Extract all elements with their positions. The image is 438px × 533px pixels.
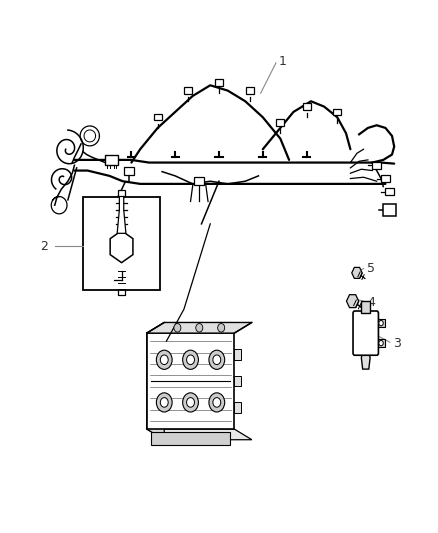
Bar (105, 155, 118, 165)
Circle shape (156, 350, 172, 369)
Polygon shape (147, 429, 252, 440)
Polygon shape (110, 231, 133, 263)
Polygon shape (361, 353, 370, 369)
Circle shape (183, 393, 198, 412)
Circle shape (187, 355, 194, 365)
Circle shape (196, 324, 203, 332)
Bar (124, 166, 134, 174)
Text: 3: 3 (393, 337, 401, 350)
Bar (118, 190, 125, 196)
Bar (333, 109, 341, 115)
Bar (303, 103, 311, 110)
Bar (215, 79, 223, 86)
Bar (194, 177, 204, 185)
Bar (234, 376, 241, 386)
Circle shape (213, 355, 221, 365)
Circle shape (209, 350, 225, 369)
Circle shape (160, 398, 168, 407)
Bar (372, 162, 381, 168)
Circle shape (183, 350, 198, 369)
Bar (234, 402, 241, 413)
Circle shape (174, 324, 181, 332)
Polygon shape (147, 322, 252, 333)
Bar (154, 114, 162, 120)
Text: 2: 2 (40, 240, 48, 253)
Circle shape (160, 355, 168, 365)
Bar (117, 265, 125, 295)
Polygon shape (117, 196, 126, 233)
Bar (383, 204, 396, 216)
Bar (246, 87, 254, 94)
Text: 5: 5 (367, 262, 375, 275)
Bar (361, 302, 370, 313)
Polygon shape (147, 322, 164, 440)
Circle shape (213, 398, 221, 407)
Bar (184, 87, 192, 94)
Bar (276, 119, 284, 126)
Polygon shape (346, 295, 359, 308)
Bar (83, 197, 160, 290)
Circle shape (156, 393, 172, 412)
Polygon shape (352, 268, 362, 278)
Circle shape (379, 341, 383, 346)
Bar (151, 432, 230, 445)
Circle shape (218, 324, 225, 332)
Bar (377, 319, 385, 327)
Bar (234, 349, 241, 360)
Text: 1: 1 (279, 55, 287, 68)
Circle shape (209, 393, 225, 412)
Bar (381, 175, 390, 182)
Circle shape (187, 398, 194, 407)
Bar (385, 188, 394, 195)
Circle shape (379, 320, 383, 326)
Bar (377, 339, 385, 348)
Text: 4: 4 (367, 296, 375, 309)
Polygon shape (147, 333, 234, 429)
FancyBboxPatch shape (353, 311, 378, 355)
